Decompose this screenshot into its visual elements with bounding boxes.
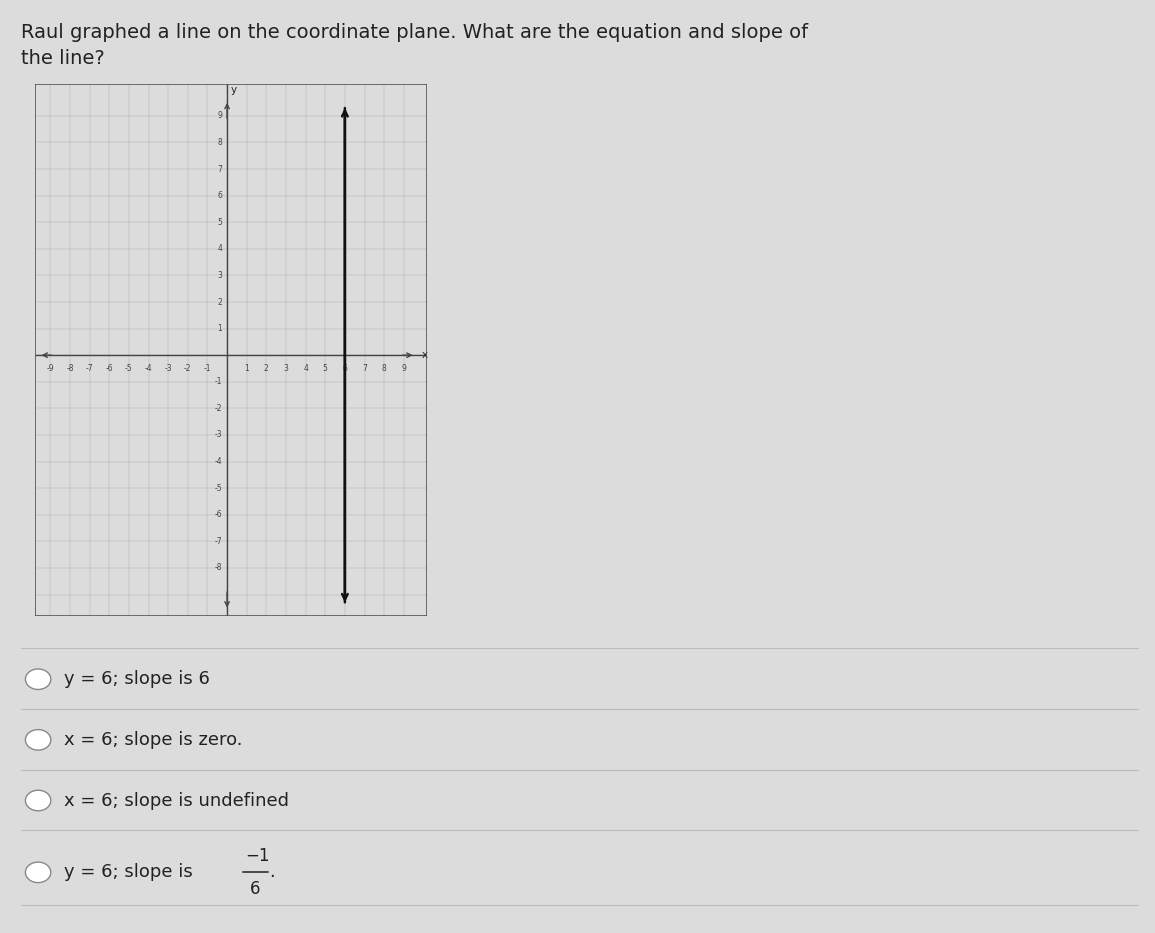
Text: x: x — [422, 350, 427, 360]
Text: 8: 8 — [382, 365, 387, 373]
Text: -6: -6 — [105, 365, 113, 373]
Text: Raul graphed a line on the coordinate plane. What are the equation and slope of: Raul graphed a line on the coordinate pl… — [21, 23, 807, 42]
Text: 1: 1 — [217, 324, 222, 333]
Text: 5: 5 — [217, 217, 222, 227]
Text: 4: 4 — [217, 244, 222, 254]
Text: .: . — [269, 863, 275, 882]
Text: -1: -1 — [215, 377, 222, 386]
Text: 5: 5 — [322, 365, 328, 373]
Text: 6: 6 — [342, 365, 348, 373]
Text: -6: -6 — [215, 510, 222, 520]
Text: -1: -1 — [203, 365, 211, 373]
Text: x = 6; slope is undefined: x = 6; slope is undefined — [64, 791, 289, 810]
Text: the line?: the line? — [21, 49, 105, 67]
Text: −1: −1 — [245, 846, 269, 865]
Text: -4: -4 — [144, 365, 152, 373]
Text: y: y — [231, 85, 237, 94]
Text: -8: -8 — [66, 365, 74, 373]
Text: -3: -3 — [164, 365, 172, 373]
Text: -3: -3 — [215, 430, 222, 439]
Text: 6: 6 — [217, 191, 222, 201]
Text: y = 6; slope is: y = 6; slope is — [64, 863, 198, 882]
Text: -7: -7 — [215, 536, 222, 546]
Text: 6: 6 — [249, 880, 260, 898]
Text: -9: -9 — [46, 365, 54, 373]
Text: 8: 8 — [217, 138, 222, 147]
Text: 3: 3 — [217, 271, 222, 280]
Text: 9: 9 — [401, 365, 407, 373]
Text: 3: 3 — [283, 365, 289, 373]
Text: -7: -7 — [85, 365, 94, 373]
Text: x = 6; slope is zero.: x = 6; slope is zero. — [64, 731, 243, 749]
Text: -2: -2 — [215, 404, 222, 413]
Text: -4: -4 — [215, 457, 222, 466]
Text: -5: -5 — [125, 365, 133, 373]
Text: -2: -2 — [184, 365, 192, 373]
Text: 2: 2 — [264, 365, 269, 373]
Text: 7: 7 — [217, 164, 222, 174]
Text: 1: 1 — [245, 365, 249, 373]
Text: -8: -8 — [215, 564, 222, 573]
Text: 2: 2 — [217, 298, 222, 307]
Text: y = 6; slope is 6: y = 6; slope is 6 — [64, 670, 209, 689]
Text: 4: 4 — [303, 365, 308, 373]
Text: 9: 9 — [217, 111, 222, 120]
Text: -5: -5 — [215, 483, 222, 493]
Text: 7: 7 — [362, 365, 367, 373]
